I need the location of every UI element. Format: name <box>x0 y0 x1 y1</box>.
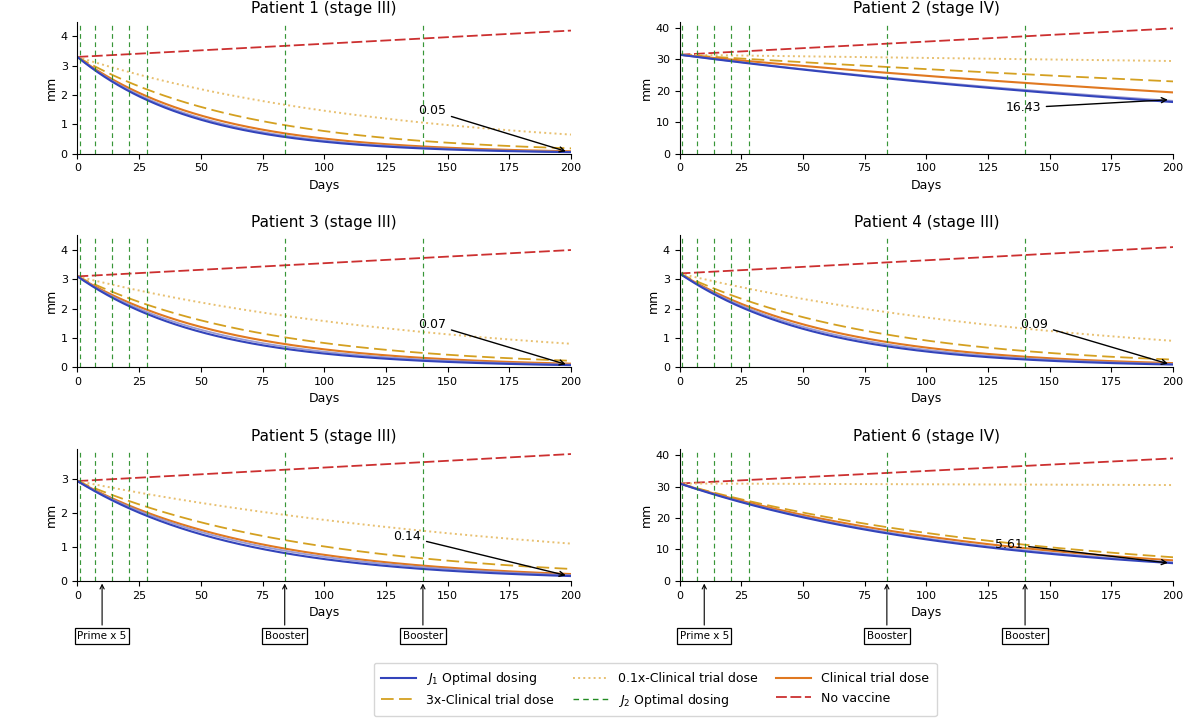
Y-axis label: mm: mm <box>647 289 660 314</box>
Text: 0.07: 0.07 <box>418 318 565 365</box>
Legend: $J_1$ Optimal dosing, 3x-Clinical trial dose, 0.1x-Clinical trial dose, $J_2$ Op: $J_1$ Optimal dosing, 3x-Clinical trial … <box>374 663 936 716</box>
Title: Patient 4 (stage III): Patient 4 (stage III) <box>854 215 999 230</box>
Text: Booster: Booster <box>264 585 305 641</box>
Title: Patient 3 (stage III): Patient 3 (stage III) <box>251 215 397 230</box>
Y-axis label: mm: mm <box>640 76 653 100</box>
Text: 0.05: 0.05 <box>418 104 565 152</box>
Text: Booster: Booster <box>867 585 908 641</box>
Text: 0.14: 0.14 <box>393 530 565 576</box>
Text: 0.09: 0.09 <box>1021 318 1166 364</box>
X-axis label: Days: Days <box>911 179 942 192</box>
Text: Booster: Booster <box>1005 585 1046 641</box>
X-axis label: Days: Days <box>308 179 339 192</box>
Text: Prime x 5: Prime x 5 <box>680 585 729 641</box>
Title: Patient 5 (stage III): Patient 5 (stage III) <box>251 428 397 444</box>
X-axis label: Days: Days <box>911 393 942 406</box>
Y-axis label: mm: mm <box>45 76 58 100</box>
Title: Patient 1 (stage III): Patient 1 (stage III) <box>251 1 397 17</box>
Title: Patient 2 (stage IV): Patient 2 (stage IV) <box>853 1 999 17</box>
Text: 16.43: 16.43 <box>1005 97 1166 114</box>
Title: Patient 6 (stage IV): Patient 6 (stage IV) <box>853 428 1000 444</box>
Y-axis label: mm: mm <box>45 289 58 314</box>
X-axis label: Days: Days <box>308 393 339 406</box>
X-axis label: Days: Days <box>308 606 339 619</box>
Text: Prime x 5: Prime x 5 <box>77 585 126 641</box>
Text: 5.61: 5.61 <box>996 538 1166 565</box>
Y-axis label: mm: mm <box>640 502 653 527</box>
X-axis label: Days: Days <box>911 606 942 619</box>
Y-axis label: mm: mm <box>45 502 58 527</box>
Text: Booster: Booster <box>403 585 443 641</box>
